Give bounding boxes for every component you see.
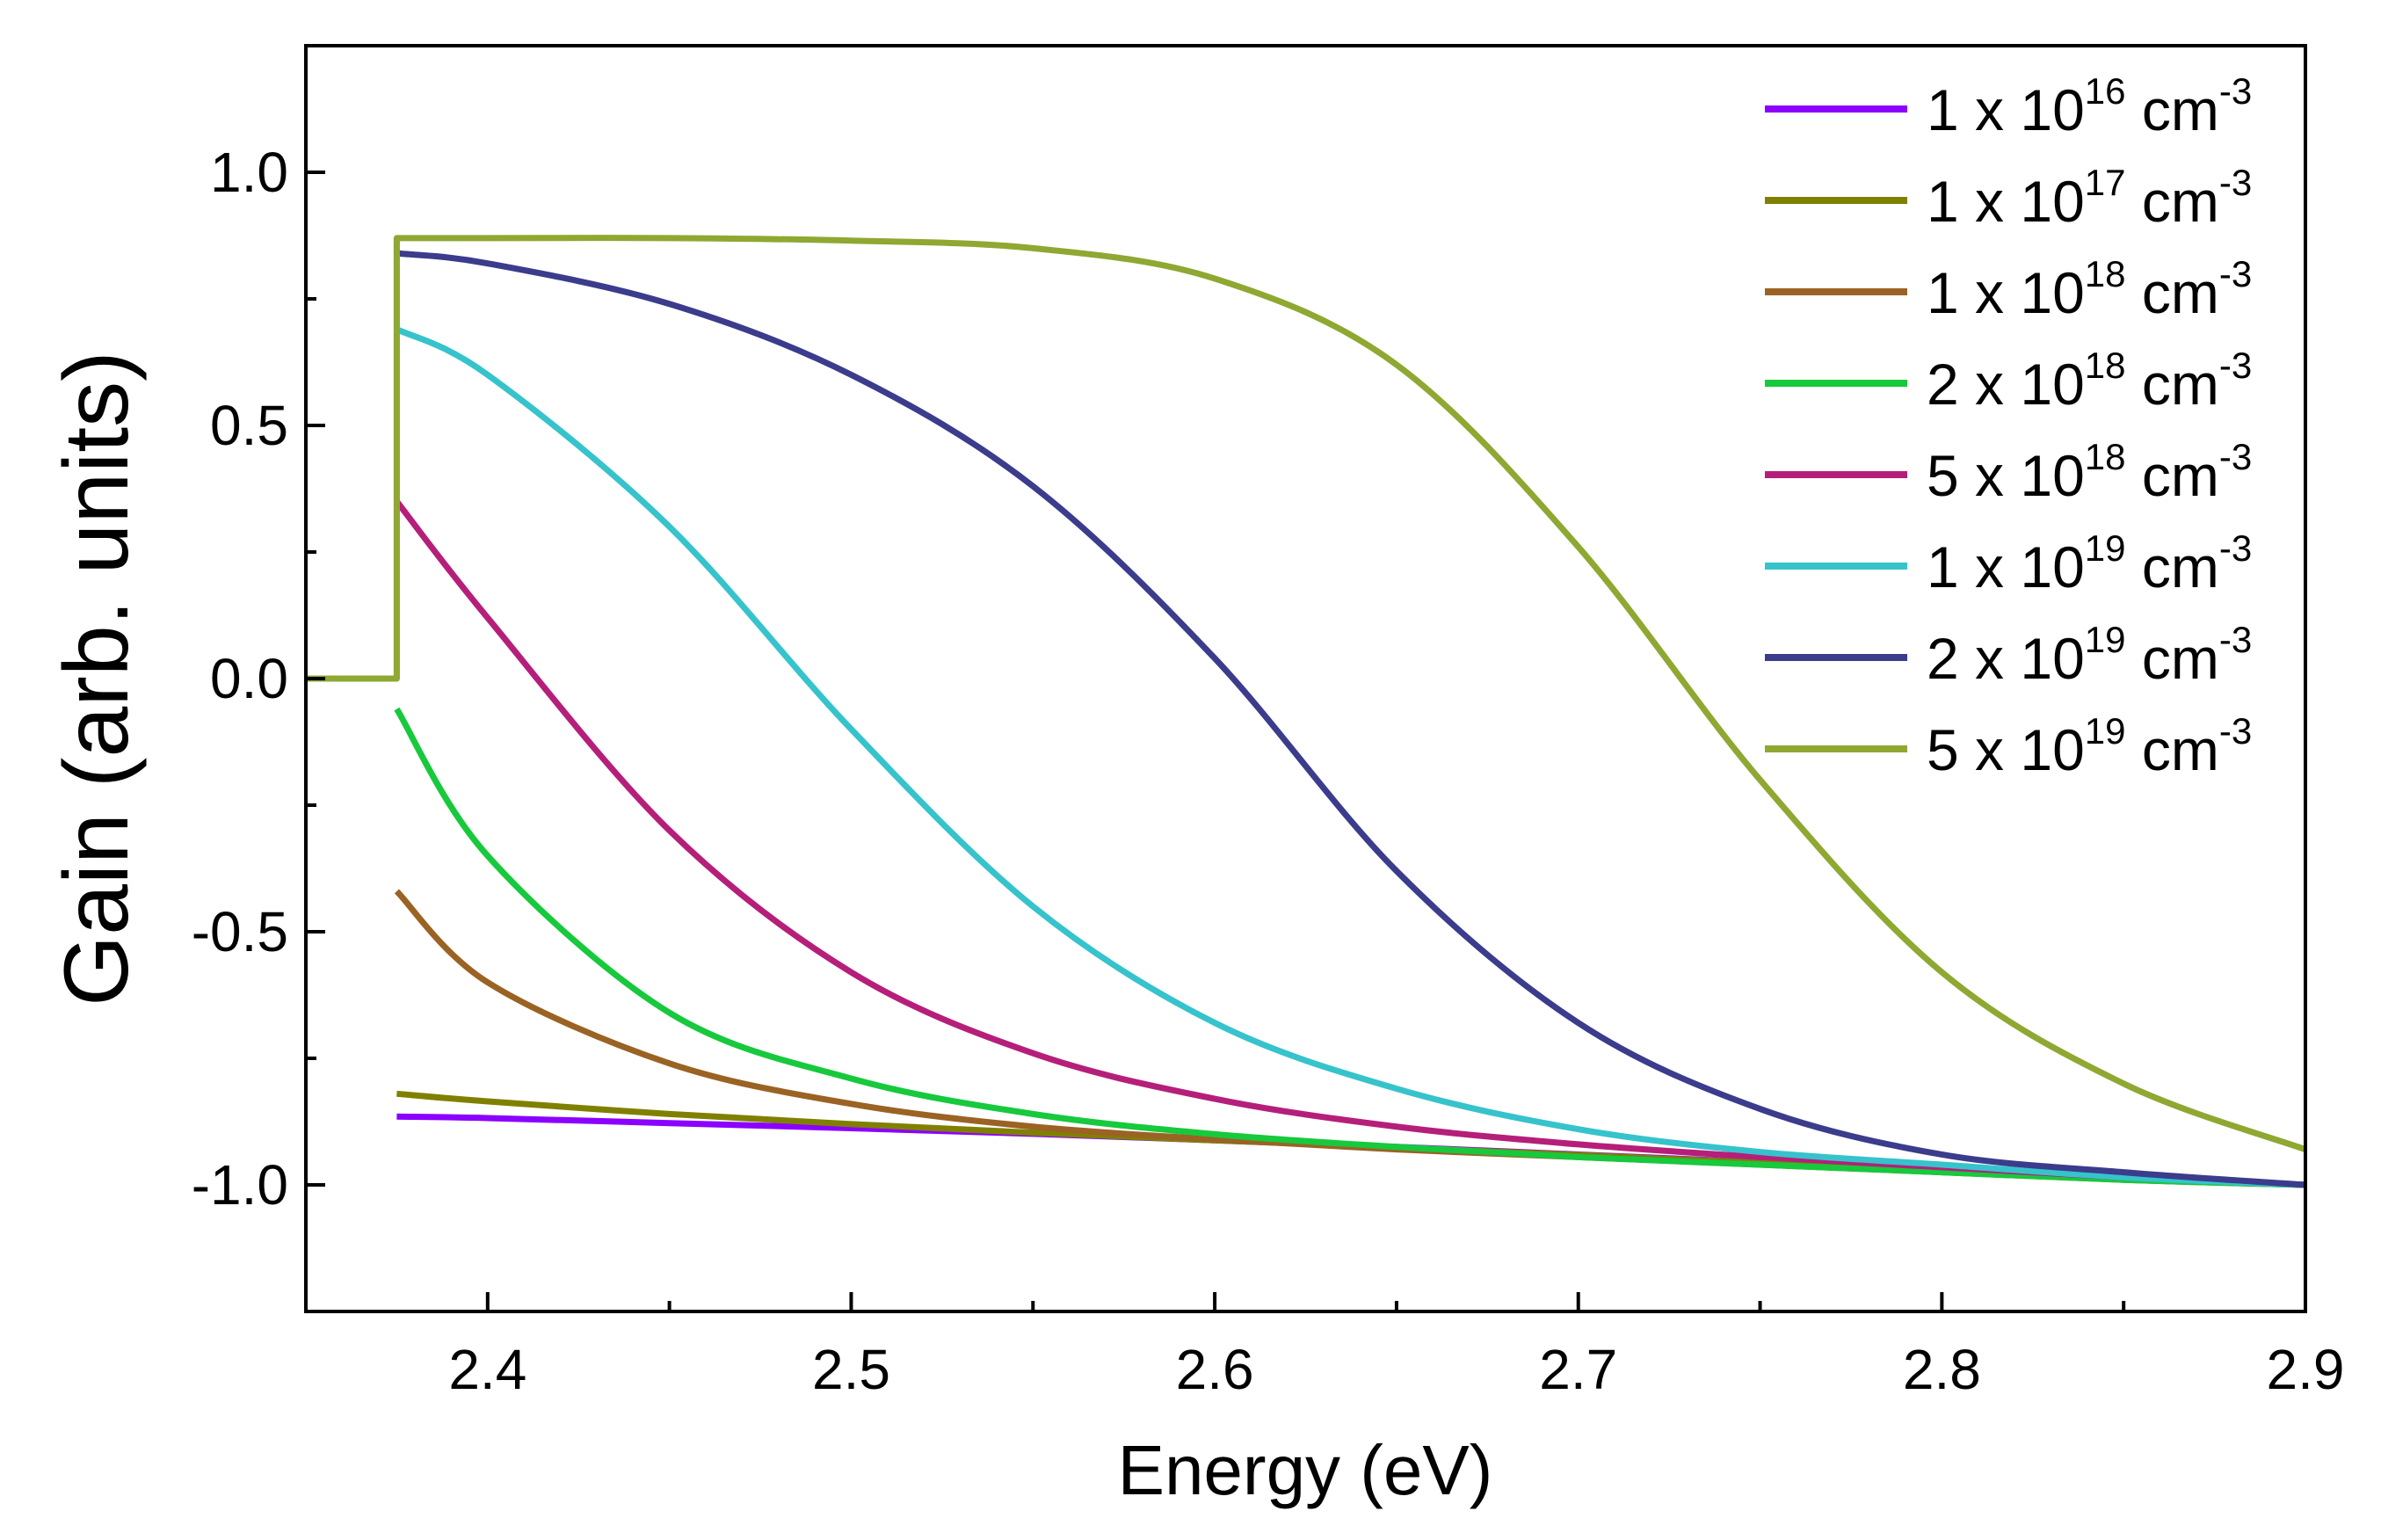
series-line-7: [396, 250, 2306, 1188]
y-tick-label: 0.5: [210, 394, 288, 457]
legend-label: 5 x 1018 cm-3: [1927, 436, 2252, 508]
x-tick-label: 2.4: [448, 1338, 526, 1401]
legend-label: 2 x 1019 cm-3: [1927, 619, 2252, 691]
series-line-3: [394, 889, 2306, 1188]
x-tick-label: 2.7: [1539, 1338, 1617, 1401]
x-axis-title: Energy (eV): [1118, 1431, 1493, 1509]
legend-label: 1 x 1018 cm-3: [1927, 253, 2252, 325]
series-line-6: [395, 326, 2306, 1188]
y-axis-title: Gain (arb. units): [46, 351, 148, 1006]
legend-label: 1 x 1019 cm-3: [1927, 527, 2252, 599]
x-tick-label: 2.6: [1176, 1338, 1254, 1401]
legend-label: 1 x 1017 cm-3: [1927, 162, 2252, 234]
x-tick-label: 2.8: [1903, 1338, 1981, 1401]
x-tick-label: 2.9: [2267, 1338, 2345, 1401]
legend-label: 1 x 1016 cm-3: [1927, 70, 2252, 142]
y-axis-ticks: 1.0 0.5 0.0 -0.5 -1.0: [192, 44, 325, 1313]
legend-label: 2 x 1018 cm-3: [1927, 345, 2252, 417]
series-line-5: [394, 499, 2306, 1188]
y-tick-label: 1.0: [210, 141, 288, 204]
y-tick-label: 0.0: [210, 647, 288, 710]
series-line-8: [306, 235, 2307, 1152]
x-axis-ticks: 2.4 2.5 2.6 2.7 2.8 2.9: [304, 1292, 2345, 1401]
series-line-4: [394, 707, 2306, 1188]
plot-lines: [306, 235, 2307, 1188]
legend-label: 5 x 1019 cm-3: [1927, 710, 2252, 782]
y-tick-label: -1.0: [192, 1153, 288, 1217]
y-tick-label: -0.5: [192, 900, 288, 963]
legend: 1 x 1016 cm-3 1 x 1017 cm-3 1 x 1018 cm-3 2…: [1765, 70, 2252, 782]
x-tick-label: 2.5: [812, 1338, 890, 1401]
